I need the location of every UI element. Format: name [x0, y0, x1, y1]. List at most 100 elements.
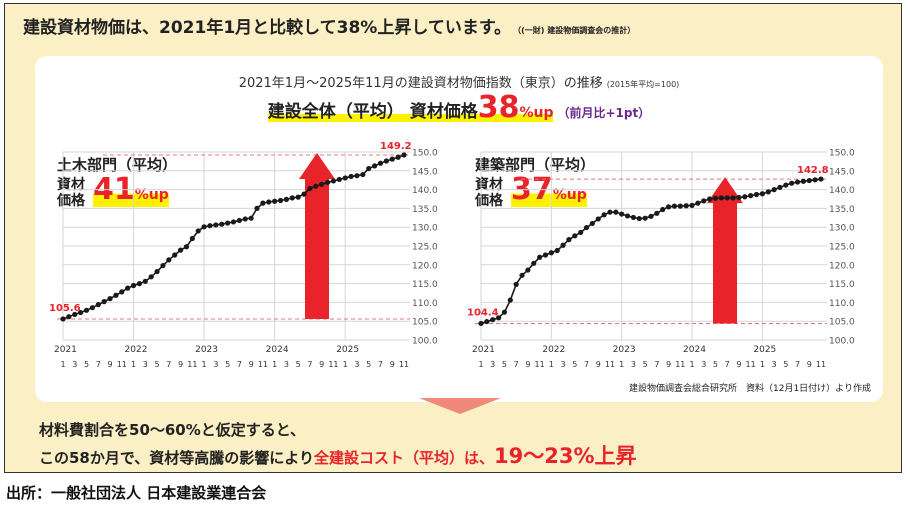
building-month-label: 5 [643, 360, 648, 369]
building-data-point [695, 200, 701, 206]
building-data-point [660, 206, 666, 213]
civil-data-point [83, 307, 90, 313]
building-start-label: 104.4 [467, 307, 499, 318]
civil-data-point [136, 281, 143, 287]
civil-ytick-label: 130.0 [412, 224, 438, 234]
building-title: 建築部門（平均） [475, 156, 596, 174]
building-data-point [654, 210, 660, 216]
building-material-label: 資材 価格 [475, 177, 503, 209]
building-rate-suffix: %up [552, 187, 587, 203]
headline-note: （(一財) 建設物価調査会の推計） [517, 26, 636, 35]
civil-data-point [360, 171, 366, 178]
building-month-label: 1 [549, 360, 554, 369]
building-data-point [748, 193, 754, 199]
civil-ytick-label: 150.0 [412, 149, 438, 159]
building-data-point [730, 195, 736, 201]
civil-month-label: 1 [343, 360, 348, 369]
building-month-label: 9 [807, 360, 812, 369]
civil-data-point [101, 299, 107, 305]
civil-data-point [177, 247, 184, 253]
civil-data-point [272, 198, 278, 204]
civil-month-label: 11 [187, 360, 197, 369]
civil-data-point [289, 195, 295, 201]
conclusion-text-b: 全建設コスト（平均）は、 [313, 449, 494, 467]
building-ytick-label: 145.0 [829, 167, 855, 177]
civil-month-label: 5 [366, 360, 371, 369]
civil-data-point [160, 262, 166, 269]
building-month-label: 7 [795, 360, 800, 369]
civil-month-label: 9 [249, 360, 254, 369]
building-data-point [507, 297, 513, 303]
footer-source: 出所：一般社団法人 日本建設業連合会 [6, 484, 267, 502]
civil-ytick-label: 120.0 [412, 261, 438, 271]
civil-data-point [236, 217, 242, 224]
building-ytick-label: 120.0 [829, 261, 855, 271]
civil-month-label: 11 [258, 360, 268, 369]
civil-data-point [172, 252, 178, 258]
building-data-point [548, 250, 554, 256]
civil-ytick-label: 110.0 [412, 299, 438, 309]
building-month-label: 11 [675, 360, 685, 369]
civil-data-point [242, 216, 248, 222]
civil-month-label: 11 [328, 360, 338, 369]
building-data-point [818, 176, 824, 182]
civil-data-point [230, 219, 237, 225]
civil-data-point [389, 156, 395, 162]
civil-data-point [78, 309, 84, 316]
civil-data-point [125, 285, 131, 291]
building-data-point [595, 216, 601, 222]
source-note: 建設物価調査会総合研究所 資料（12月1日付け）より作成 [629, 384, 871, 394]
civil-month-label: 7 [307, 360, 312, 369]
building-data-point [636, 215, 642, 222]
civil-ytick-label: 135.0 [412, 205, 438, 215]
building-data-point [495, 315, 502, 321]
building-month-label: 9 [596, 360, 601, 369]
civil-month-label: 11 [117, 360, 127, 369]
civil-data-point [130, 282, 137, 289]
building-ytick-label: 115.0 [829, 280, 855, 290]
civil-month-label: 11 [399, 360, 409, 369]
building-month-label: 9 [525, 360, 530, 369]
civil-end-label: 149.2 [380, 141, 412, 152]
building-data-point [742, 194, 748, 200]
building-data-point [683, 203, 689, 209]
civil-data-point [354, 173, 360, 179]
building-month-label: 7 [654, 360, 659, 369]
civil-data-point [195, 228, 201, 234]
building-month-label: 7 [584, 360, 589, 369]
building-increase-arrow-icon [707, 177, 743, 324]
building-ytick-label: 135.0 [829, 205, 855, 215]
building-data-point [718, 195, 724, 201]
building-data-point [607, 209, 613, 215]
building-data-point [525, 267, 531, 273]
civil-data-point [383, 158, 389, 164]
building-month-label: 5 [572, 360, 577, 369]
civil-data-point [395, 154, 401, 160]
civil-data-point [213, 222, 219, 228]
civil-data-point [348, 173, 354, 180]
chart-panel: 2021年1月～2025年11月の建設資材物価指数（東京）の推移 (2015年平均… [35, 56, 883, 402]
civil-data-point [248, 215, 254, 221]
civil-data-point [336, 176, 342, 183]
building-month-label: 3 [490, 360, 495, 369]
civil-data-point [260, 200, 266, 206]
building-data-point [794, 179, 801, 185]
civil-year-label: 2024 [266, 345, 289, 355]
building-month-label: 1 [689, 360, 694, 369]
civil-month-label: 7 [378, 360, 383, 369]
building-data-point [566, 237, 572, 243]
civil-data-point [313, 183, 319, 189]
civil-data-point [295, 194, 301, 200]
civil-month-label: 3 [354, 360, 359, 369]
civil-data-point [89, 305, 95, 311]
building-year-label: 2022 [542, 345, 565, 355]
civil-ytick-label: 100.0 [412, 337, 438, 347]
building-data-point [806, 177, 812, 184]
building-data-point [759, 191, 765, 197]
civil-month-label: 3 [72, 360, 77, 369]
building-data-point [707, 196, 713, 202]
civil-month-label: 9 [178, 360, 183, 369]
headline: 建設資材物価は、2021年1月と比較して38%上昇しています。 （(一財) 建設物… [23, 13, 635, 38]
building-month-label: 5 [502, 360, 507, 369]
overall-label: 建設全体（平均） 資材価格 [267, 102, 478, 122]
